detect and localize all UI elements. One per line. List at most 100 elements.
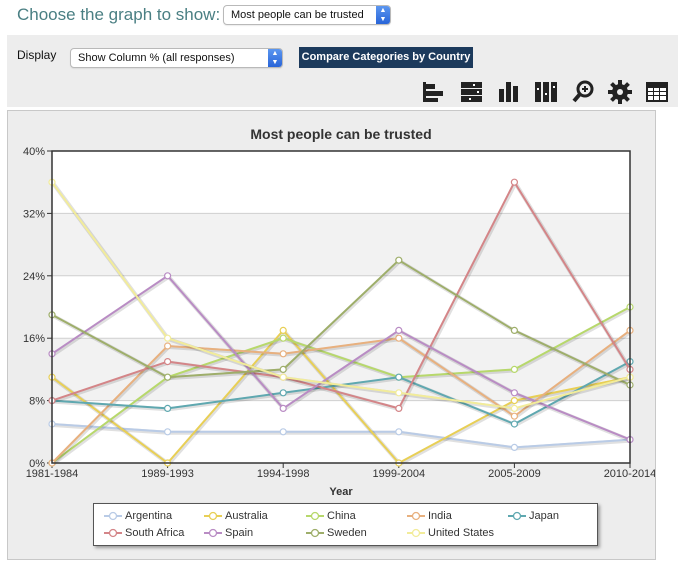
data-point (395, 373, 403, 381)
series-line (51, 306, 631, 464)
table-icon[interactable] (644, 79, 670, 105)
legend-item[interactable]: Australia (204, 509, 268, 523)
series-line (51, 274, 631, 441)
legend-item[interactable]: South Africa (104, 526, 184, 540)
display-label: Display (17, 48, 57, 62)
data-point (279, 404, 287, 412)
data-point (279, 350, 287, 358)
x-axis-title: Year (329, 486, 353, 498)
legend-marker (104, 528, 122, 538)
legend-item[interactable]: Spain (204, 526, 253, 540)
series-line (51, 423, 631, 449)
data-point (279, 428, 287, 436)
data-point (164, 373, 172, 381)
graph-select-value: Most people can be trusted (231, 9, 364, 21)
legend-label: India (428, 510, 452, 522)
chart-panel: Most people can be trusted 0% 8% 16% 24% 32% 4… (7, 110, 656, 560)
data-point (510, 326, 518, 334)
data-point (164, 428, 172, 436)
zoom-icon[interactable] (571, 79, 597, 105)
graph-select[interactable]: Most people can be trusted ▲ ▼ (223, 5, 391, 25)
legend-item[interactable]: Argentina (104, 509, 172, 523)
select-arrows-icon: ▲ ▼ (376, 6, 390, 24)
data-point (510, 365, 518, 373)
series-line (51, 258, 631, 386)
display-panel: Display Show Column % (all responses) ▲ ▼… (7, 35, 678, 107)
data-point (395, 326, 403, 334)
legend-label: Australia (225, 510, 268, 522)
display-select[interactable]: Show Column % (all responses) ▲ ▼ (70, 48, 283, 68)
stacked-horizontal-icon[interactable] (458, 79, 484, 105)
display-select-value: Show Column % (all responses) (78, 52, 235, 64)
data-point (510, 412, 518, 420)
legend-marker (204, 528, 222, 538)
bar-horizontal-icon[interactable] (420, 79, 446, 105)
y-tick-label: 32% (23, 208, 45, 220)
data-point (279, 373, 287, 381)
top-bar: Choose the graph to show: Most people ca… (0, 0, 683, 30)
x-tick-label: 2010-2014 (604, 468, 655, 480)
choose-graph-label: Choose the graph to show: (17, 5, 221, 24)
x-tick-label: 1999-2004 (372, 468, 425, 480)
data-point (510, 443, 518, 451)
compare-categories-button[interactable]: Compare Categories by Country (299, 47, 473, 68)
data-point (279, 334, 287, 342)
legend-label: Spain (225, 527, 254, 539)
data-point (164, 272, 172, 280)
legend-label: Japan (529, 510, 559, 522)
legend-marker (407, 511, 425, 521)
x-tick-label: 2005-2009 (488, 468, 541, 480)
legend-item[interactable]: China (306, 509, 356, 523)
legend-marker (407, 528, 425, 538)
data-point (510, 420, 518, 428)
data-point (395, 256, 403, 264)
legend-marker (306, 511, 324, 521)
legend-label: United States (428, 527, 495, 539)
data-point (395, 334, 403, 342)
gear-icon[interactable] (607, 79, 633, 105)
data-point (510, 404, 518, 412)
y-tick-label: 0% (29, 458, 45, 470)
y-tick-label: 24% (23, 271, 45, 283)
legend-item[interactable]: India (407, 509, 452, 523)
legend-label: Argentina (125, 510, 173, 522)
stacked-vertical-icon[interactable] (533, 79, 559, 105)
data-point (395, 389, 403, 397)
data-point (279, 365, 287, 373)
y-tick-label: 40% (23, 146, 45, 158)
data-point (164, 404, 172, 412)
line-chart: Most people can be trusted 0% 8% 16% 24% 32% 4… (23, 126, 655, 498)
x-tick-label: 1994-1998 (257, 468, 310, 480)
data-point (395, 404, 403, 412)
legend-item[interactable]: Japan (508, 509, 559, 523)
series-united-states (48, 178, 634, 412)
series-line (51, 329, 631, 464)
x-tick-label: 1981-1984 (26, 468, 79, 480)
chart-legend: Argentina Australia China India Japan South A… (93, 503, 598, 546)
data-point (510, 178, 518, 186)
series-line (51, 180, 631, 410)
grid-band (52, 213, 630, 276)
plot-area (52, 151, 630, 463)
legend-item[interactable]: United States (407, 526, 494, 540)
data-point (164, 334, 172, 342)
legend-label: Sweden (327, 527, 367, 539)
data-point (510, 397, 518, 405)
data-point (510, 389, 518, 397)
legend-marker (508, 511, 526, 521)
series-sweden (48, 256, 634, 389)
series-spain (48, 272, 634, 444)
data-point (279, 389, 287, 397)
select-arrows-icon: ▲ ▼ (268, 49, 282, 67)
data-point (395, 428, 403, 436)
chart-title: Most people can be trusted (250, 126, 431, 142)
legend-item[interactable]: Sweden (306, 526, 367, 540)
data-point (164, 358, 172, 366)
y-tick-label: 16% (23, 333, 45, 345)
legend-marker (306, 528, 324, 538)
legend-marker (204, 511, 222, 521)
series-line (51, 328, 631, 465)
x-tick-label: 1989-1993 (141, 468, 194, 480)
plot-frame (51, 150, 631, 464)
bar-vertical-icon[interactable] (496, 79, 522, 105)
